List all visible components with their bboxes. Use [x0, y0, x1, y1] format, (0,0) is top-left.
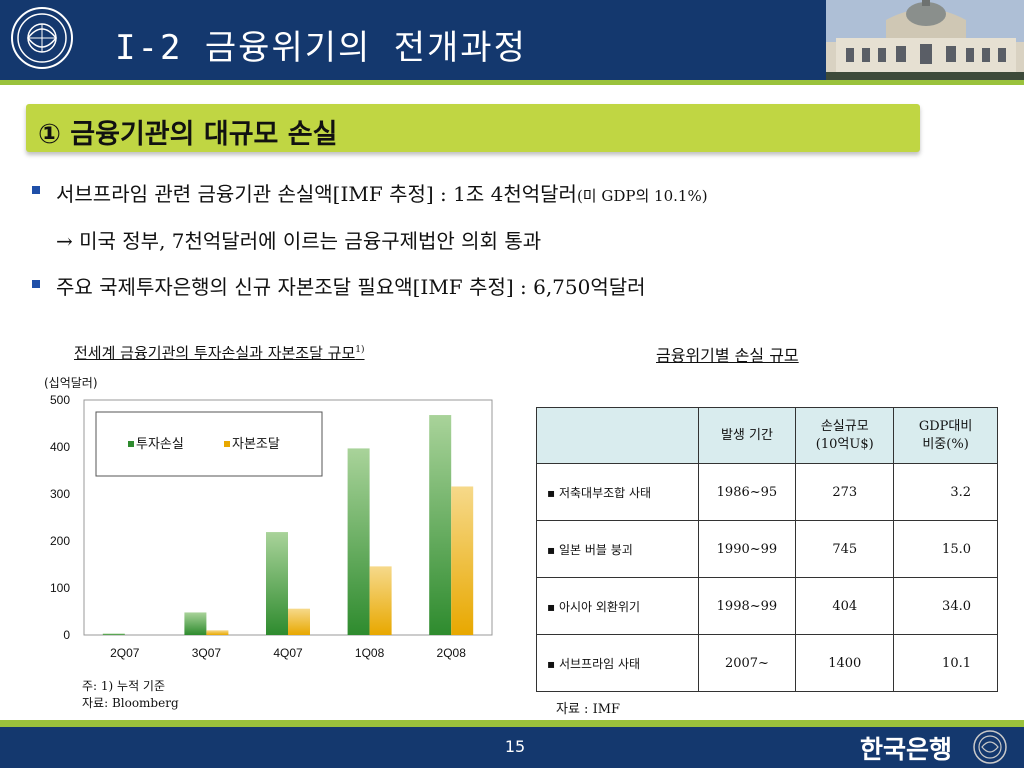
table-header-row: 발생 기간 손실규모 (10억U$) GDP대비 비중(%): [536, 407, 998, 464]
table-source: 자료 : IMF: [556, 702, 621, 717]
page-title: I-2 금융위기의 전개과정: [115, 28, 527, 68]
y-tick-label: 200: [50, 534, 70, 548]
bullet-icon: [32, 280, 40, 288]
x-tick-label: 2Q08: [437, 646, 467, 660]
table-cell: 3.2: [893, 463, 998, 521]
bar-investment-loss: [102, 633, 125, 635]
legend-label: 투자손실: [136, 437, 184, 452]
x-tick-label: 3Q07: [192, 646, 222, 660]
section-title: ① 금융기관의 대규모 손실: [38, 119, 338, 150]
table-cell: 1998~99: [697, 577, 797, 635]
bar-capital-raising: [288, 608, 310, 635]
table-cell: ▪ 아시아 외환위기: [536, 577, 699, 635]
chart-source: 자료: Bloomberg: [82, 696, 179, 710]
table-cell: 273: [795, 463, 895, 521]
x-tick-label: 4Q07: [273, 646, 303, 660]
legend-label: 자본조달: [232, 437, 280, 452]
chart-note: 주: 1) 누적 기준: [82, 679, 166, 693]
bar-capital-raising: [369, 566, 392, 635]
bar-investment-loss: [347, 448, 370, 635]
table-header-cell: [536, 407, 699, 464]
bullet-suffix: (미 GDP의 10.1%): [576, 187, 708, 205]
section-heading-bar: ① 금융기관의 대규모 손실: [26, 104, 920, 152]
bullet-main: 서브프라임 관련 금융기관 손실액[IMF 추정] : 1조 4천억달러: [56, 182, 577, 206]
y-tick-label: 400: [50, 440, 70, 454]
table-cell: ▪ 일본 버블 붕괴: [536, 520, 699, 578]
bar-capital-raising: [206, 630, 229, 635]
bank-emblem-icon: [973, 730, 1007, 764]
table-cell: 745: [795, 520, 895, 578]
table-cell: 1400: [795, 634, 895, 692]
chart-unit-label: (십억달러): [44, 376, 98, 390]
table-cell: ▪ 저축대부조합 사태: [536, 463, 699, 521]
page-number: 15: [504, 737, 526, 756]
x-tick-label: 1Q08: [355, 646, 385, 660]
bank-emblem-icon: [11, 7, 73, 69]
chart-title-footnote: 1): [355, 345, 365, 355]
table-cell: 15.0: [893, 520, 998, 578]
table-row: ▪ 서브프라임 사태 2007~ 1400 10.1: [536, 634, 998, 692]
bar-chart: 0 100 200 300 400 500 2Q07 3Q07 4Q07 1Q08 2Q08 투자손실…: [50, 393, 493, 660]
legend-swatch: [224, 441, 230, 447]
building-photo: [826, 0, 1024, 80]
bullet-subtext: → 미국 정부, 7천억달러에 이르는 금융구제법안 의회 통과: [56, 229, 542, 253]
y-tick-label: 0: [63, 628, 70, 642]
bullet-text: 서브프라임 관련 금융기관 손실액[IMF 추정] : 1조 4천억달러(미 G…: [56, 178, 708, 207]
bar-capital-raising: [451, 486, 474, 635]
table-cell: 2007~: [697, 634, 797, 692]
table-cell: 404: [795, 577, 895, 635]
bar-investment-loss: [266, 532, 288, 635]
table-header-cell: 손실규모 (10억U$): [795, 407, 895, 464]
bar-investment-loss: [184, 612, 207, 635]
footer-bar: 15 한국은행: [0, 727, 1024, 768]
bar-investment-loss: [429, 415, 452, 635]
loss-table: 발생 기간 손실규모 (10억U$) GDP대비 비중(%) ▪ 저축대부조합 …: [536, 407, 998, 692]
table-row: ▪ 아시아 외환위기 1998~99 404 34.0: [536, 577, 998, 635]
x-tick-label: 2Q07: [110, 646, 140, 660]
table-title: 금융위기별 손실 규모: [656, 346, 799, 365]
brand-logo-text: 한국은행: [860, 735, 953, 764]
bullet-text: 주요 국제투자은행의 신규 자본조달 필요액[IMF 추정] : 6,750억달…: [56, 275, 646, 299]
table-cell: ▪ 서브프라임 사태: [536, 634, 699, 692]
legend-swatch: [128, 441, 134, 447]
chart-notes: 주: 1) 누적 기준 자료: Bloomberg: [82, 678, 179, 712]
y-tick-label: 300: [50, 487, 70, 501]
header-accent-line: [0, 80, 1024, 85]
chart-title-text: 전세계 금융기관의 투자손실과 자본조달 규모: [74, 344, 356, 362]
table-cell: 10.1: [893, 634, 998, 692]
table-row: ▪ 저축대부조합 사태 1986~95 273 3.2: [536, 463, 998, 521]
header-bar: I-2 금융위기의 전개과정: [0, 0, 1024, 80]
y-tick-label: 100: [50, 581, 70, 595]
table-row: ▪ 일본 버블 붕괴 1990~99 745 15.0: [536, 520, 998, 578]
y-tick-label: 500: [50, 393, 70, 407]
bullet-icon: [32, 186, 40, 194]
table-header-cell: 발생 기간: [697, 407, 797, 464]
table-cell: 34.0: [893, 577, 998, 635]
table-header-cell: GDP대비 비중(%): [893, 407, 998, 464]
table-cell: 1986~95: [697, 463, 797, 521]
footer-accent-line: [0, 720, 1024, 727]
chart-title: 전세계 금융기관의 투자손실과 자본조달 규모1): [74, 342, 365, 363]
table-cell: 1990~99: [697, 520, 797, 578]
